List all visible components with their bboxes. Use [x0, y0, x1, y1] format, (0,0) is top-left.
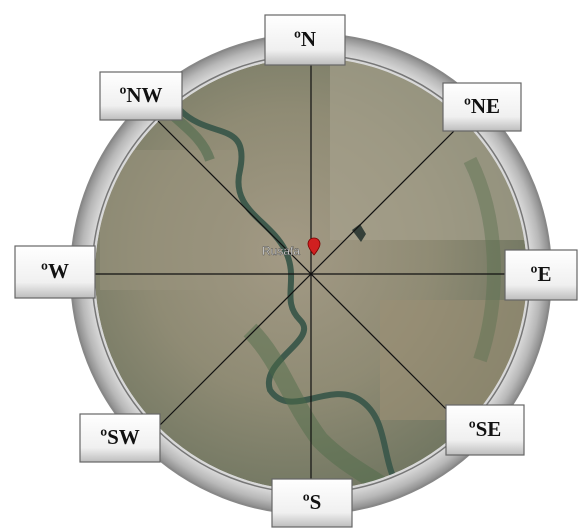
direction-lines: [95, 58, 527, 490]
direction-label: ºSW: [100, 425, 140, 449]
label-box: [504, 249, 578, 301]
direction-label: ºE: [531, 262, 552, 286]
direction-label: ºNW: [119, 83, 162, 107]
label-box: [442, 82, 522, 132]
direction-label: ºNE: [464, 94, 500, 118]
direction-label: ºW: [41, 259, 69, 283]
direction-labels: ºN ºNE ºE ºSE ºS ºSW ºW ºNW: [14, 14, 578, 528]
map-label: Rusafa: [262, 244, 300, 258]
label-box: [264, 14, 346, 66]
label-box: [271, 478, 353, 528]
direction-label: ºS: [303, 490, 322, 514]
label-box: [14, 245, 96, 299]
direction-label: ºSE: [469, 417, 502, 441]
map-pin: [307, 237, 321, 256]
label-box: [445, 404, 525, 456]
label-box: [99, 71, 183, 121]
label-box: [79, 413, 161, 463]
direction-label: ºN: [294, 27, 316, 51]
